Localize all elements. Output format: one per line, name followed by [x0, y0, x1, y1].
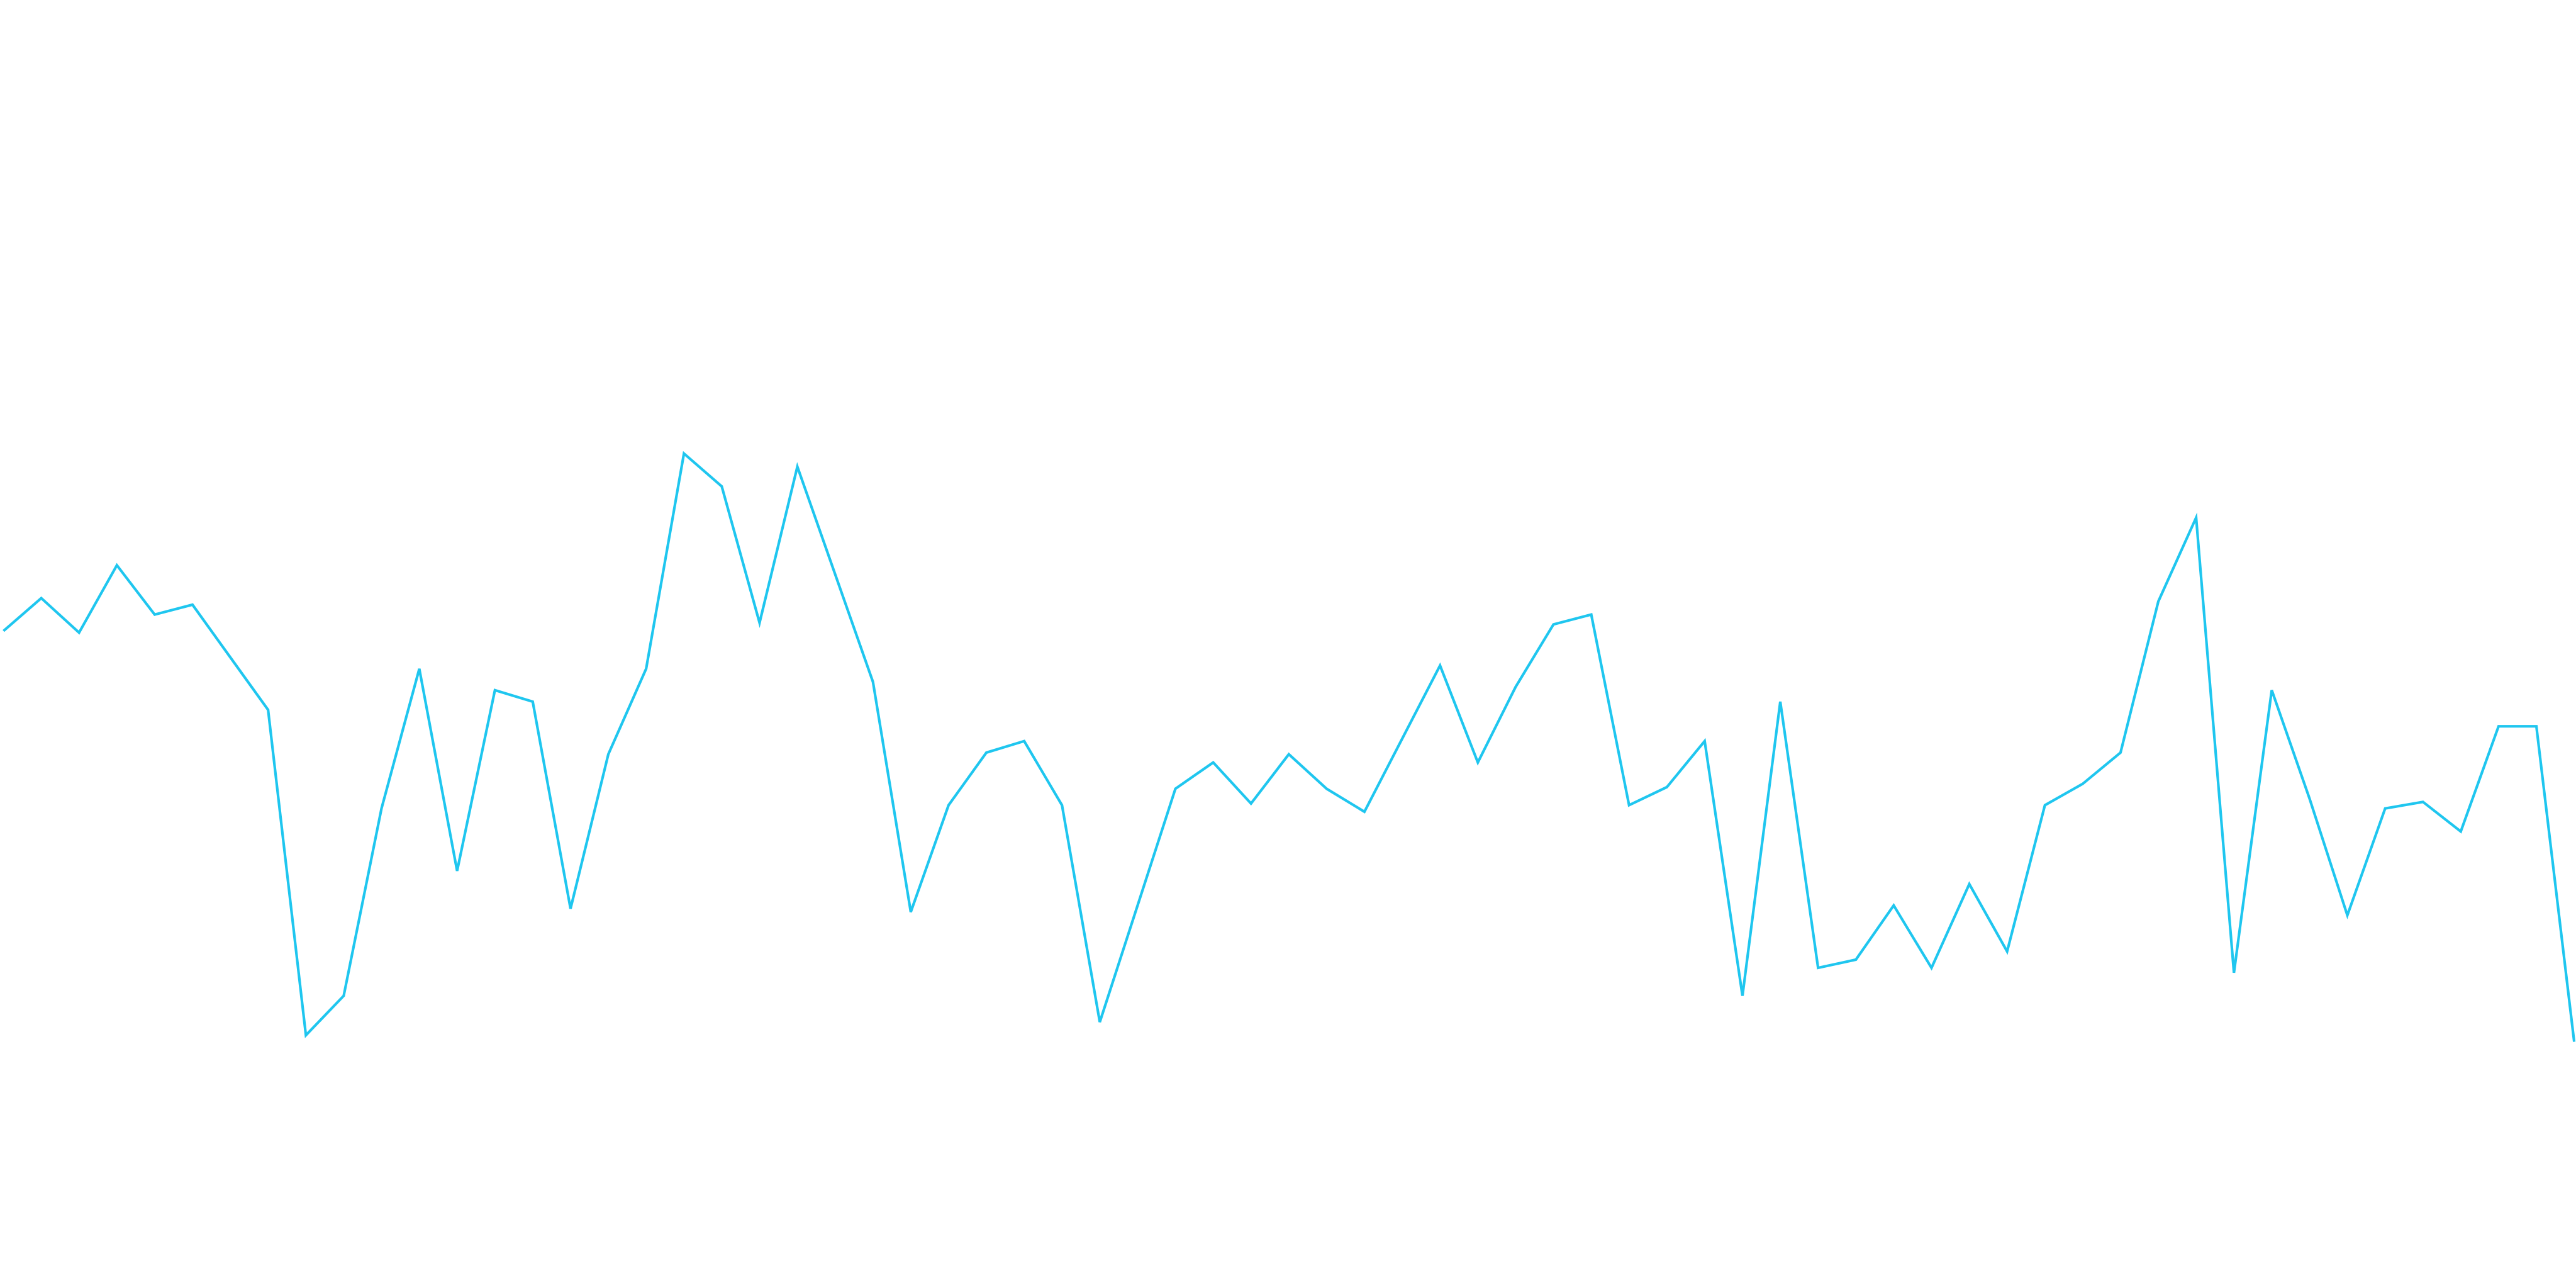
- data-line: [3, 451, 2576, 1042]
